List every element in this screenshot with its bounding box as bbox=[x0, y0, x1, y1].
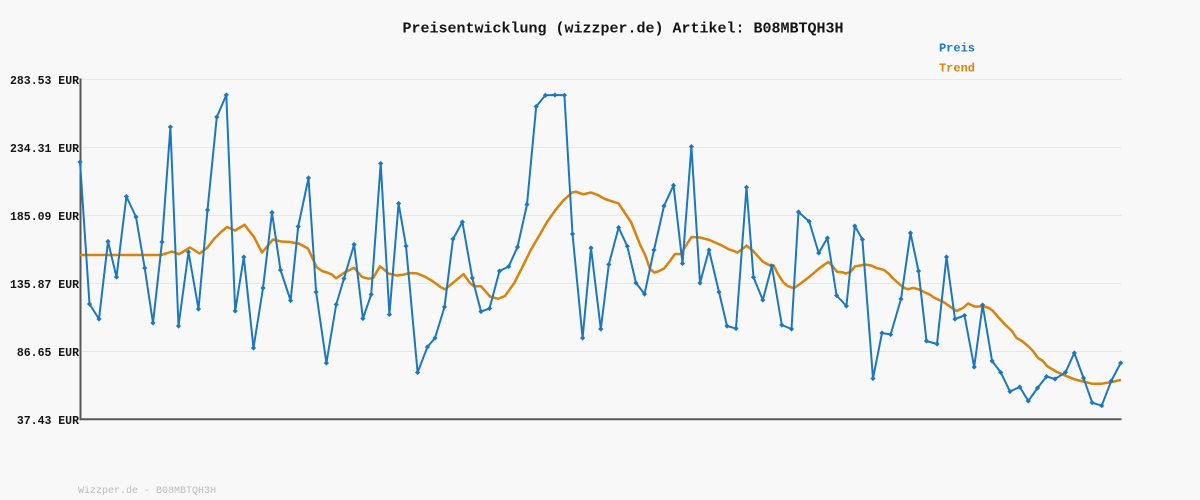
svg-text:135.87 EUR: 135.87 EUR bbox=[10, 279, 79, 292]
svg-text:185.09 EUR: 185.09 EUR bbox=[10, 211, 79, 224]
svg-text:Wizzper.de - B08MBTQH3H: Wizzper.de - B08MBTQH3H bbox=[78, 485, 216, 497]
svg-text:86.65 EUR: 86.65 EUR bbox=[17, 347, 79, 360]
svg-text:Preis: Preis bbox=[939, 42, 975, 56]
svg-text:Trend: Trend bbox=[939, 62, 975, 76]
svg-text:Preisentwicklung (wizzper.de): Preisentwicklung (wizzper.de) Artikel: B… bbox=[402, 21, 843, 38]
svg-text:37.43 EUR: 37.43 EUR bbox=[17, 415, 79, 428]
svg-text:283.53 EUR: 283.53 EUR bbox=[10, 75, 79, 88]
svg-text:234.31 EUR: 234.31 EUR bbox=[10, 143, 79, 156]
